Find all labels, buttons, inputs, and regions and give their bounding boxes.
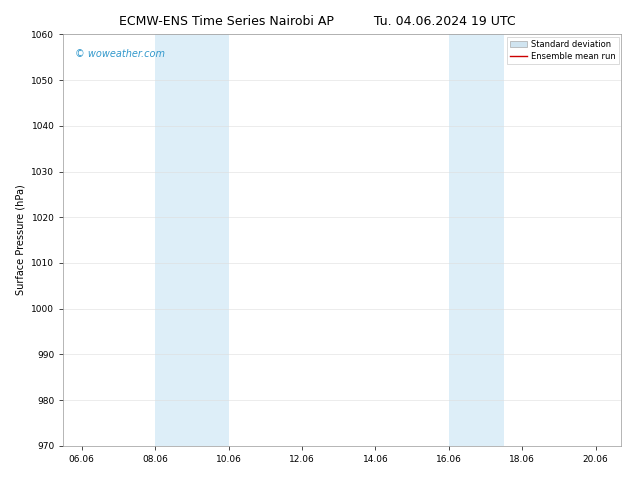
Legend: Standard deviation, Ensemble mean run: Standard deviation, Ensemble mean run [507,37,619,64]
Text: © woweather.com: © woweather.com [75,49,165,59]
Text: ECMW-ENS Time Series Nairobi AP          Tu. 04.06.2024 19 UTC: ECMW-ENS Time Series Nairobi AP Tu. 04.0… [119,15,515,28]
Bar [449,34,504,446]
Bar [155,34,229,446]
Y-axis label: Surface Pressure (hPa): Surface Pressure (hPa) [16,185,26,295]
